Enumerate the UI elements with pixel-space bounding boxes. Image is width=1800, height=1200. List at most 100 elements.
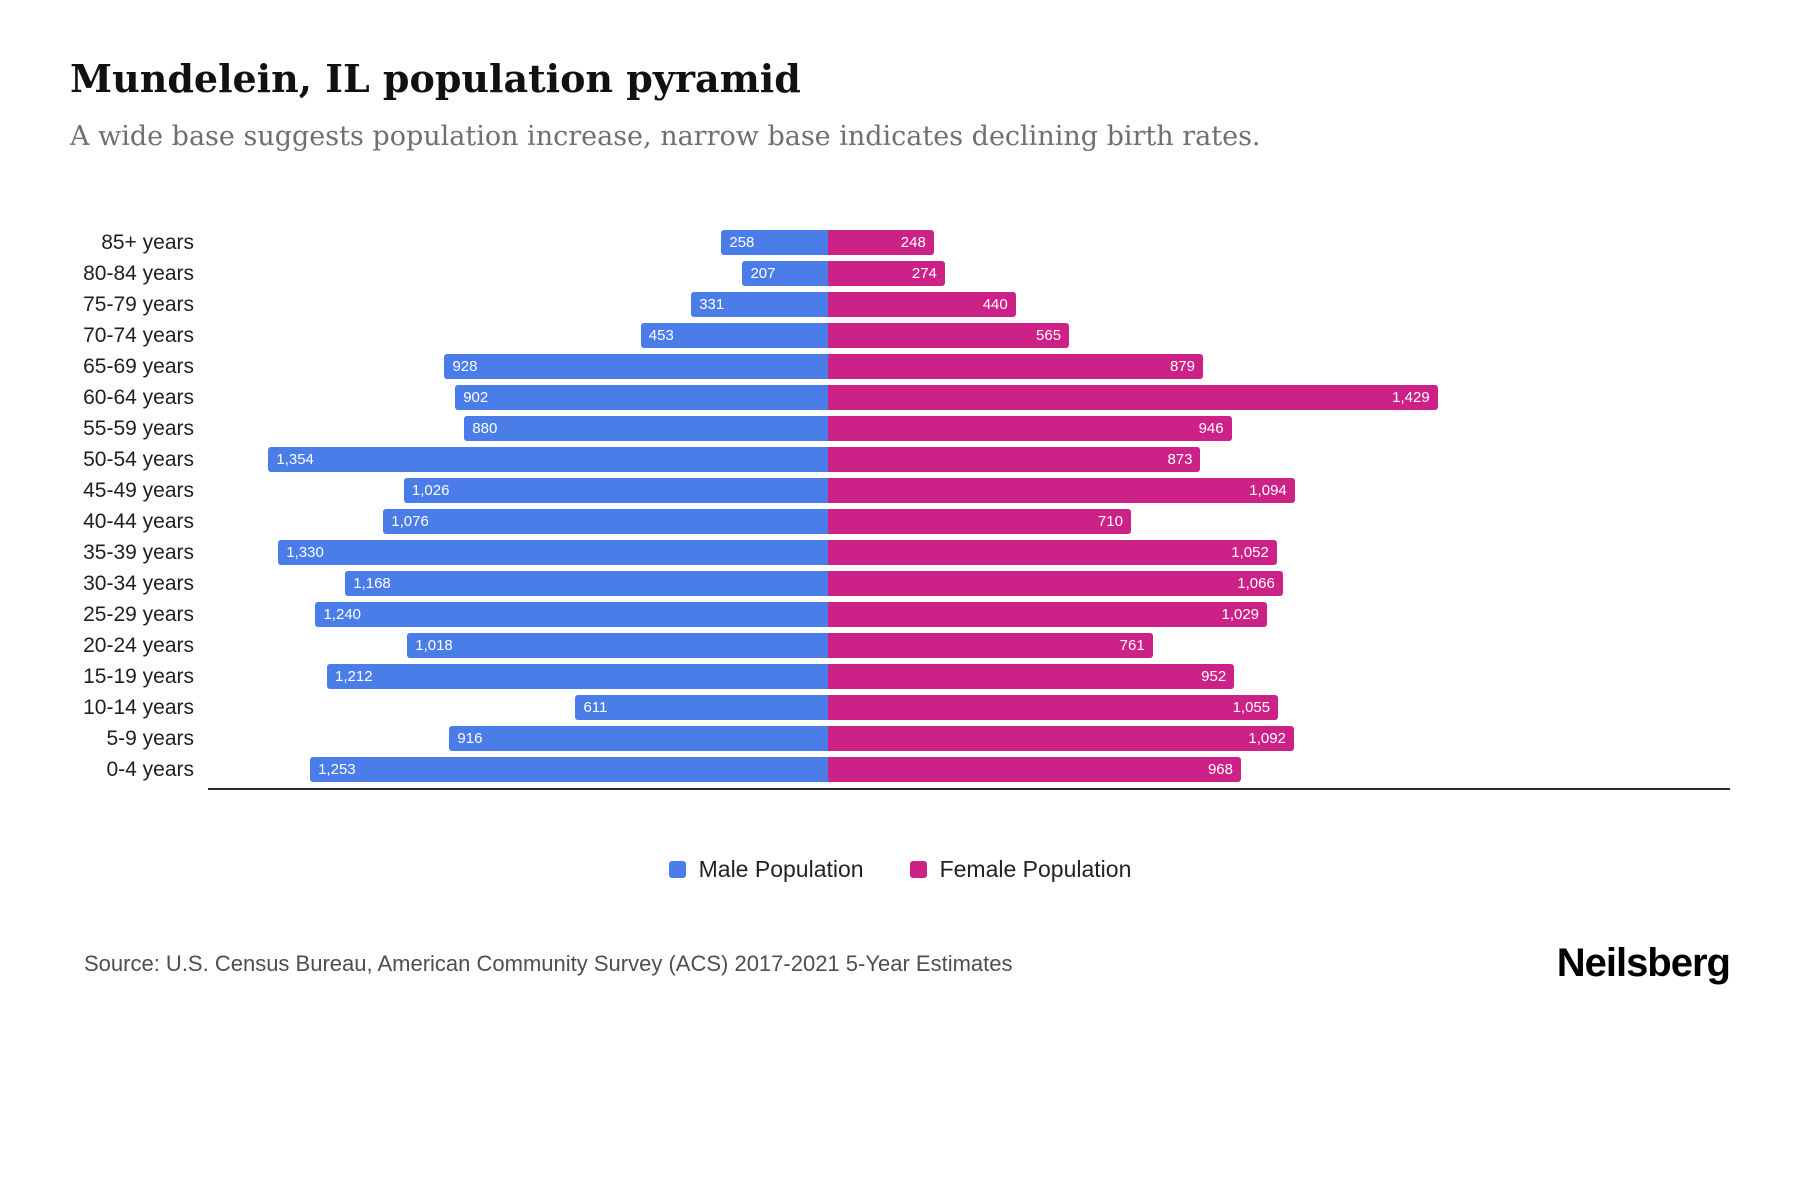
- female-half: 1,055: [828, 695, 1468, 720]
- male-bar-value: 331: [699, 296, 725, 313]
- female-bar-value: 440: [982, 296, 1008, 313]
- male-half: 1,330: [208, 540, 828, 565]
- female-bar-value: 873: [1167, 451, 1193, 468]
- male-bar: 1,212: [327, 664, 828, 689]
- male-half: 1,253: [208, 757, 828, 782]
- male-bar: 1,253: [310, 757, 828, 782]
- female-bar-value: 1,094: [1249, 482, 1287, 499]
- male-half: 1,212: [208, 664, 828, 689]
- female-half: 440: [828, 292, 1468, 317]
- male-bar: 1,168: [345, 571, 828, 596]
- pyramid-row: 20-24 years 1,018 761: [70, 633, 1730, 658]
- pyramid-row: 40-44 years 1,076 710: [70, 509, 1730, 534]
- male-bar-value: 1,253: [318, 761, 356, 778]
- male-half: 1,026: [208, 478, 828, 503]
- female-bar-value: 1,092: [1248, 730, 1286, 747]
- female-half: 968: [828, 757, 1468, 782]
- female-bar-value: 761: [1119, 637, 1145, 654]
- pyramid-row: 60-64 years 902 1,429: [70, 385, 1730, 410]
- male-half: 1,018: [208, 633, 828, 658]
- male-bar: 331: [691, 292, 828, 317]
- pyramid-row: 5-9 years 916 1,092: [70, 726, 1730, 751]
- female-bar: 952: [828, 664, 1235, 689]
- female-bar-value: 968: [1207, 761, 1233, 778]
- female-bar-value: 1,029: [1221, 606, 1260, 623]
- male-bar: 880: [464, 416, 828, 441]
- female-bar: 1,052: [828, 540, 1277, 565]
- male-bar: 1,026: [403, 478, 828, 503]
- male-half: 880: [208, 416, 828, 441]
- female-bar: 565: [828, 323, 1070, 348]
- female-half: 710: [828, 509, 1468, 534]
- male-bar-value: 928: [452, 358, 478, 375]
- male-bar-value: 207: [750, 265, 776, 282]
- age-group-label: 65-69 years: [83, 354, 194, 378]
- female-bar: 1,029: [828, 602, 1268, 627]
- male-bar-value: 880: [472, 420, 498, 437]
- female-bar-value: 946: [1198, 420, 1224, 437]
- page-subtitle: A wide base suggests population increase…: [70, 121, 1261, 152]
- male-bar: 928: [444, 354, 828, 379]
- female-bar: 274: [828, 261, 945, 286]
- male-bar-value: 1,240: [323, 606, 362, 623]
- pyramid-row: 65-69 years 928 879: [70, 354, 1730, 379]
- male-half: 453: [208, 323, 828, 348]
- pyramid-row: 25-29 years 1,240 1,029: [70, 602, 1730, 627]
- female-bar-value: 1,066: [1237, 575, 1275, 592]
- female-bar-value: 710: [1097, 513, 1123, 530]
- male-half: 1,240: [208, 602, 828, 627]
- male-legend-label: Male Population: [698, 856, 864, 882]
- male-bar-value: 1,026: [411, 482, 450, 499]
- age-group-label: 45-49 years: [83, 478, 194, 502]
- male-half: 331: [208, 292, 828, 317]
- male-bar-value: 1,076: [391, 513, 429, 530]
- age-group-label: 85+ years: [101, 230, 194, 254]
- pyramid-row: 15-19 years 1,212 952: [70, 664, 1730, 689]
- pyramid-row: 80-84 years 207 274: [70, 261, 1730, 286]
- legend-item-male: Male Population: [668, 856, 864, 883]
- page-title: Mundelein, IL population pyramid: [70, 56, 801, 101]
- male-bar-value: 258: [729, 234, 755, 251]
- male-bar-value: 1,354: [276, 451, 314, 468]
- female-legend-swatch: [909, 861, 927, 878]
- age-group-label: 80-84 years: [83, 261, 194, 285]
- female-half: 1,094: [828, 478, 1468, 503]
- female-bar-value: 952: [1201, 668, 1227, 685]
- female-half: 1,092: [828, 726, 1468, 751]
- age-group-label: 55-59 years: [83, 416, 194, 440]
- female-half: 952: [828, 664, 1468, 689]
- age-group-label: 40-44 years: [83, 509, 194, 533]
- female-bar-value: 879: [1170, 358, 1196, 375]
- female-bar-value: 248: [900, 234, 926, 251]
- male-bar: 1,240: [315, 602, 828, 627]
- age-group-label: 10-14 years: [83, 695, 194, 719]
- age-group-label: 0-4 years: [106, 757, 194, 781]
- male-half: 916: [208, 726, 828, 751]
- female-bar: 1,092: [828, 726, 1294, 751]
- male-half: 1,076: [208, 509, 828, 534]
- male-bar: 1,354: [268, 447, 828, 472]
- age-group-label: 5-9 years: [106, 726, 194, 750]
- chart-rows: 85+ years 258 248 80-84 years 207 274 75-79 ye…: [70, 230, 1730, 782]
- male-bar-value: 1,018: [415, 637, 453, 654]
- female-half: 879: [828, 354, 1468, 379]
- female-half: 1,066: [828, 571, 1468, 596]
- male-bar-value: 902: [463, 389, 489, 406]
- age-group-label: 50-54 years: [83, 447, 194, 471]
- male-bar: 1,330: [278, 540, 828, 565]
- brand-logo: Neilsberg: [1556, 941, 1731, 985]
- male-half: 207: [208, 261, 828, 286]
- male-legend-swatch: [668, 861, 686, 878]
- female-bar-value: 1,055: [1232, 699, 1271, 716]
- pyramid-row: 75-79 years 331 440: [70, 292, 1730, 317]
- pyramid-row: 45-49 years 1,026 1,094: [70, 478, 1730, 503]
- pyramid-row: 50-54 years 1,354 873: [70, 447, 1730, 472]
- male-bar-value: 1,330: [286, 544, 324, 561]
- female-bar: 248: [828, 230, 934, 255]
- pyramid-row: 70-74 years 453 565: [70, 323, 1730, 348]
- male-bar: 916: [449, 726, 828, 751]
- pyramid-row: 55-59 years 880 946: [70, 416, 1730, 441]
- female-bar: 1,055: [828, 695, 1279, 720]
- male-bar-value: 916: [457, 730, 483, 747]
- age-group-label: 70-74 years: [83, 323, 194, 347]
